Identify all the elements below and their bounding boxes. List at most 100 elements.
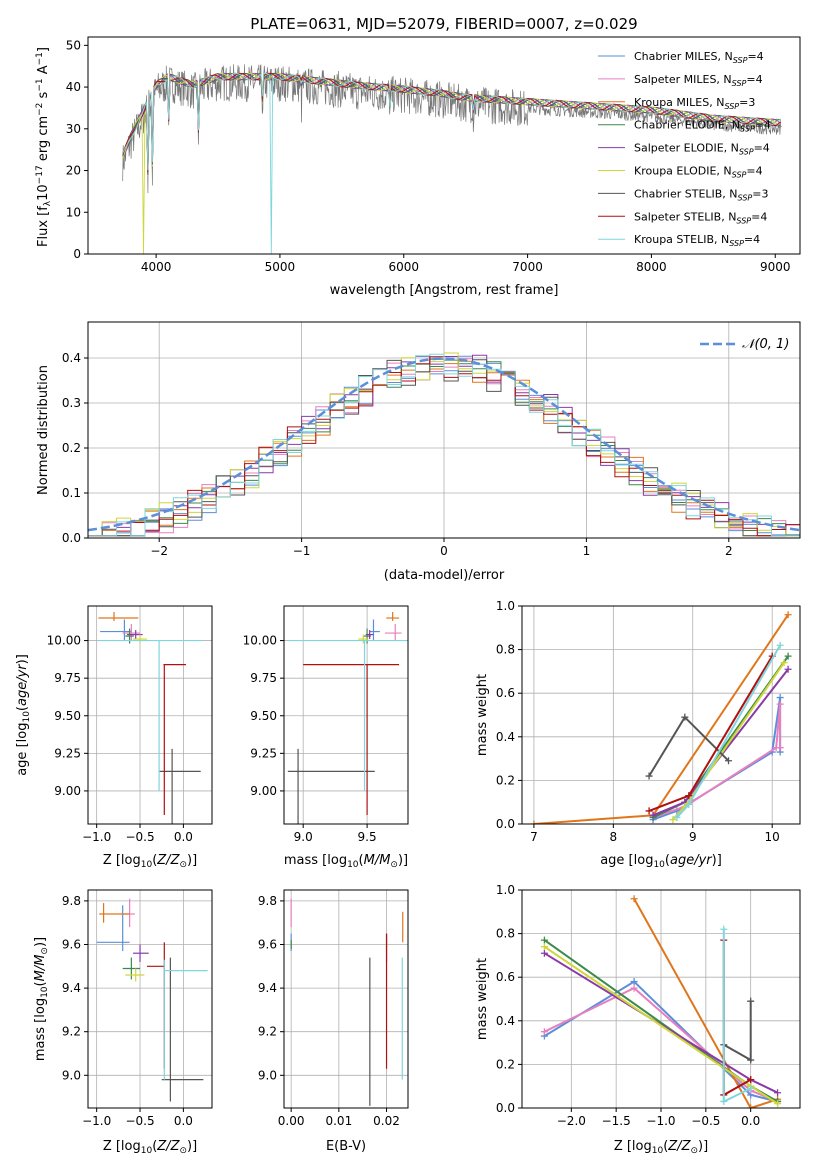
y-tick-label: 0.6 (496, 686, 515, 700)
legend-entry: Kroupa ELODIE, NSSP=4 (634, 165, 763, 180)
point-kroupa-elodie (358, 634, 369, 644)
point-kroupa-miles (99, 903, 130, 923)
y-tick-label: 9.75 (54, 671, 81, 685)
y-tick-label: 0.4 (496, 730, 515, 744)
x-tick-label: −1.0 (82, 1114, 111, 1128)
y-tick-label: 9.4 (62, 981, 81, 995)
x-axis-label: Z [log10​(Z/Z⊙​)] (103, 853, 197, 870)
data-point (645, 772, 653, 780)
model-spectrum-salpeter-elodie (122, 72, 782, 175)
grid (284, 890, 408, 1108)
ticks: −2.0 −1.5 −1.0 −0.5 0.0 0.0 0.2 0.4 0.6 0.8 1.0 (496, 883, 760, 1128)
series-kroupa-stelib (673, 641, 784, 821)
x-tick-label: 6000 (388, 260, 419, 274)
panel-weight-age: 7 8 9 10 0.0 0.2 0.4 0.6 0.8 1.0 mass weight age [l… (475, 599, 801, 870)
y-tick-label: 9.25 (250, 746, 277, 760)
x-tick-label: 9.0 (294, 830, 313, 844)
legend-entry: Salpeter STELIB, NSSP=4 (634, 210, 767, 225)
y-tick-label: 9.6 (258, 938, 277, 952)
y-tick-label: 9.0 (258, 1068, 277, 1082)
point-chabrier-stelib (287, 748, 375, 824)
x-tick-label: 0.00 (278, 1114, 305, 1128)
axes-frame (87, 889, 213, 1109)
data-point (784, 652, 792, 660)
spectrum-legend: Chabrier MILES, NSSP=4 Salpeter MILES, NS… (598, 50, 771, 248)
x-tick-label: 0.0 (174, 1114, 193, 1128)
series-line (633, 898, 778, 1108)
x-tick-label: 8000 (636, 260, 667, 274)
y-axis-label: Flux [fλ​10−17​ erg cm−2​ s−1​ A−1​] (35, 47, 53, 247)
x-tick-label: 9000 (760, 260, 791, 274)
series-salpeter-stelib (645, 652, 776, 815)
data-point (685, 792, 693, 800)
plot-area (96, 898, 208, 1102)
data-point (645, 807, 653, 815)
data-point (681, 713, 689, 721)
x-axis-label: Z [log10​(Z/Z⊙​)] (614, 1139, 708, 1156)
y-tick-label: 1.0 (496, 883, 515, 897)
x-axis-label: age [log10​(age/yr)] (600, 853, 722, 870)
series-line (648, 655, 774, 812)
data-point (776, 700, 784, 708)
data-point (774, 1089, 782, 1097)
panels: 4000 5000 6000 7000 8000 900001020304050Chabr… (15, 36, 801, 1156)
grid (284, 606, 408, 824)
data-point (685, 800, 693, 808)
point-kroupa-miles (386, 612, 400, 622)
y-tick-label: 1.0 (496, 599, 515, 613)
point-salpeter-miles (122, 624, 141, 641)
x-tick-label: 0.0 (174, 830, 193, 844)
x-axis-label: E(B-V) (326, 1139, 366, 1154)
y-tick-label: 0.3 (62, 396, 81, 410)
data-point (784, 611, 792, 619)
x-tick-label: 0.02 (373, 1114, 400, 1128)
data-point (540, 1028, 548, 1036)
data-point (780, 659, 788, 667)
point-chabrier-elodie (125, 628, 134, 644)
y-tick-label: 0.4 (496, 1014, 515, 1028)
point-kroupa-stelib (98, 639, 203, 791)
axes-frame (283, 605, 409, 825)
data-point (784, 665, 792, 673)
ticks: 4000 5000 6000 7000 8000 9000 0 10 20 30 40 50 (66, 38, 791, 274)
panel-age-z: −1.0 −0.5 0.0 9.00 9.25 9.50 9.75 10.00 Z [log10… (15, 605, 213, 870)
y-tick-label: 0.0 (496, 1101, 515, 1115)
x-tick-label: 9.5 (358, 830, 377, 844)
plot-area (287, 612, 408, 824)
data-point (774, 1100, 782, 1108)
x-axis-label: Z [log10​(Z/Z⊙​)] (103, 1139, 197, 1156)
x-tick-label: 2 (725, 544, 733, 558)
point-chabrier-miles (369, 619, 380, 641)
ticks: 9.0 9.5 9.00 9.25 9.50 9.75 10.00 (243, 634, 377, 844)
grid (88, 890, 212, 1108)
data-point (776, 744, 784, 752)
y-tick-label: 10.00 (47, 634, 81, 648)
x-tick-label: −0.5 (125, 830, 154, 844)
x-tick-label: 7000 (512, 260, 543, 274)
x-tick-label: 8 (610, 830, 618, 844)
legend-entry: Chabrier STELIB, NSSP=3 (634, 187, 768, 202)
x-tick-label: −0.5 (125, 1114, 154, 1128)
legend-normal: 𝒩(0, 1) (742, 337, 789, 352)
data-point (725, 757, 733, 765)
y-tick-label: 9.8 (258, 894, 277, 908)
panel-mass-z: −1.0 −0.5 0.0 9.0 9.2 9.4 9.6 9.8 Z [log10​(Z/Z⊙… (33, 889, 213, 1156)
series-chabrier-stelib (720, 997, 755, 1064)
x-tick-label: −2.0 (557, 1114, 586, 1128)
ticks: −1.0 −0.5 0.0 9.0 9.2 9.4 9.6 9.8 (62, 894, 193, 1128)
data-point (747, 1056, 755, 1064)
y-tick-label: 9.50 (250, 709, 277, 723)
y-tick-label: 40 (66, 80, 81, 94)
panel-age-mass: 9.0 9.5 9.00 9.25 9.50 9.75 10.00 mass [log10​(… (243, 605, 409, 870)
y-tick-label: 0.8 (496, 927, 515, 941)
y-axis-label: age [log10​(age/yr)] (15, 654, 32, 776)
x-tick-label: 5000 (265, 260, 296, 274)
data-point (630, 984, 638, 992)
axes-frame (87, 36, 801, 255)
y-tick-label: 0.1 (62, 486, 81, 500)
point-salpeter-stelib (146, 942, 165, 1069)
data-point (776, 641, 784, 649)
x-tick-label: −1.5 (602, 1114, 631, 1128)
y-tick-label: 10 (66, 205, 81, 219)
